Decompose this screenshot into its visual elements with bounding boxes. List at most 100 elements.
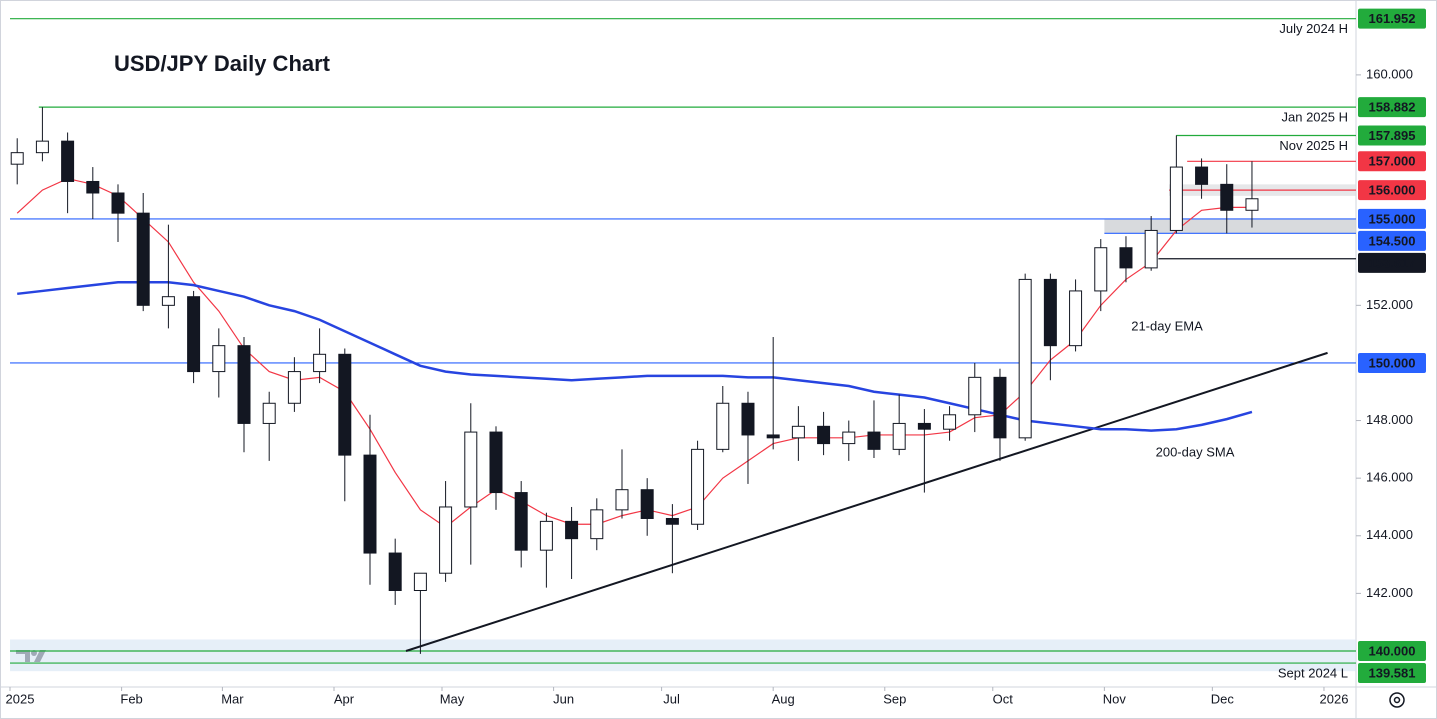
- level-badge: [1358, 97, 1426, 118]
- candle-body: [86, 180, 100, 194]
- candle-body: [237, 345, 251, 424]
- level-badge-label: 158.882: [1369, 100, 1416, 115]
- level-badge-label: 140.000: [1369, 643, 1416, 658]
- level-badge: [1358, 640, 1426, 661]
- candle-body: [10, 152, 24, 165]
- x-tick-label: Oct: [993, 691, 1014, 706]
- candle-body: [716, 402, 730, 450]
- candle-body: [514, 492, 528, 551]
- x-tick-label: Nov: [1103, 691, 1127, 706]
- level-badge-label: 161.952: [1369, 11, 1416, 26]
- level-badge-label: 157.000: [1369, 154, 1416, 169]
- y-tick-label: 144.000: [1366, 527, 1413, 542]
- candle-body: [1069, 290, 1083, 347]
- indicator-label: 21-day EMA: [1131, 318, 1203, 333]
- y-tick-label: 146.000: [1366, 470, 1413, 485]
- candle-body: [1018, 278, 1032, 439]
- candle-body: [1169, 166, 1183, 231]
- level-badge-label: 156.000: [1369, 183, 1416, 198]
- candle-body: [187, 296, 201, 373]
- x-tick-label: 2026: [1320, 691, 1349, 706]
- level-badge: [1358, 151, 1426, 172]
- candle-body: [565, 520, 579, 540]
- candle-body: [111, 192, 125, 214]
- x-tick-label: Sep: [883, 691, 906, 706]
- x-tick-label: 2025: [6, 691, 35, 706]
- trendline: [405, 351, 1328, 652]
- indicator-line: [16, 177, 1252, 528]
- x-tick-label: Aug: [772, 691, 795, 706]
- zone: [10, 639, 1356, 672]
- level-badge: [1358, 208, 1426, 229]
- candle-body: [1195, 166, 1209, 185]
- candle-body: [640, 489, 654, 519]
- candle-body: [313, 353, 327, 373]
- candle-body: [917, 422, 931, 430]
- candle-body: [1220, 183, 1234, 211]
- level-badge: [1358, 180, 1426, 201]
- candle-body: [615, 489, 629, 511]
- x-tick-label: Jun: [553, 691, 574, 706]
- candle-body: [665, 517, 679, 525]
- candle-body: [61, 140, 75, 182]
- level-badge-label: 153.617: [1369, 255, 1416, 270]
- candle-body: [464, 431, 478, 508]
- level-badge-label: 150.000: [1369, 355, 1416, 370]
- chart-title: USD/JPY Daily Chart: [114, 51, 331, 76]
- y-tick-label: 160.000: [1366, 66, 1413, 81]
- x-tick-label: Jul: [663, 691, 680, 706]
- candle-body: [161, 296, 175, 306]
- candle-body: [741, 402, 755, 436]
- candle-body: [262, 402, 276, 424]
- x-tick-label: Mar: [221, 691, 244, 706]
- candle-body: [413, 572, 427, 592]
- level-badge: [1358, 662, 1426, 683]
- level-badge-label: 139.581: [1369, 665, 1416, 680]
- settings-icon[interactable]: [1389, 692, 1405, 708]
- candle-body: [212, 345, 226, 373]
- candle-body: [35, 140, 49, 154]
- candle-body: [842, 431, 856, 445]
- candle-body: [439, 506, 453, 574]
- indicator-line: [17, 281, 1253, 432]
- level-badge-label: 154.500: [1369, 233, 1416, 248]
- candle-body: [867, 431, 881, 450]
- indicator-label: 200-day SMA: [1156, 444, 1235, 459]
- candle-body: [590, 509, 604, 540]
- level-badge-label: 157.895: [1369, 128, 1416, 143]
- level-badge: [1358, 252, 1426, 273]
- candle-body: [691, 448, 705, 525]
- candle-body: [993, 376, 1007, 439]
- candle-body: [287, 371, 301, 404]
- candle-body: [1043, 278, 1057, 347]
- candle-body: [363, 454, 377, 554]
- candle-body: [1119, 247, 1133, 269]
- candle-body: [1245, 198, 1259, 211]
- candle-body: [892, 422, 906, 450]
- x-tick-label: Dec: [1211, 691, 1235, 706]
- x-tick-label: Feb: [120, 691, 142, 706]
- level-badge: [1358, 352, 1426, 373]
- candle-body: [136, 212, 150, 306]
- candle-body: [766, 434, 780, 439]
- level-badge: [1358, 230, 1426, 251]
- level-note: Jan 2025 H: [1282, 110, 1349, 125]
- candle-body: [1094, 247, 1108, 292]
- x-tick-label: May: [440, 691, 465, 706]
- level-badge: [1358, 8, 1426, 29]
- x-tick-label: Apr: [334, 691, 355, 706]
- level-badge: [1358, 125, 1426, 146]
- candle-body: [1144, 229, 1158, 269]
- zone: [1104, 218, 1356, 234]
- level-note: Sept 2024 L: [1278, 666, 1348, 681]
- candle-body: [943, 414, 957, 430]
- y-tick-label: 152.000: [1366, 297, 1413, 312]
- y-tick-label: 142.000: [1366, 585, 1413, 600]
- candle-body: [338, 353, 352, 456]
- candle-body: [539, 520, 553, 551]
- plot-area: [10, 18, 1356, 672]
- level-note: July 2024 H: [1279, 21, 1348, 36]
- candle-body: [968, 376, 982, 416]
- y-tick-label: 148.000: [1366, 412, 1413, 427]
